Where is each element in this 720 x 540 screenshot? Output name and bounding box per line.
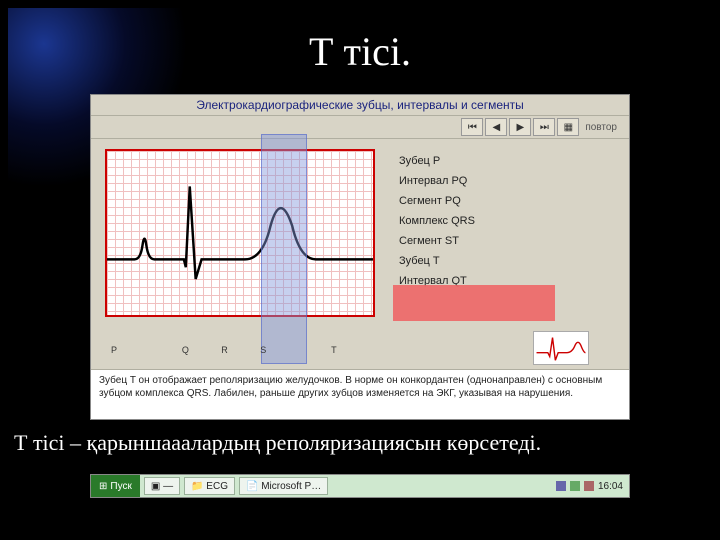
window-title: Электрокардиографические зубцы, интервал… — [91, 95, 629, 116]
grid-button[interactable]: ▦ — [557, 118, 579, 136]
start-button[interactable]: ⊞ Пуск — [91, 475, 140, 497]
xlabel: Q — [182, 345, 189, 355]
xlabel: P — [111, 345, 117, 355]
clock: 16:04 — [598, 481, 623, 492]
xlabel: T — [331, 345, 337, 355]
chart-pane: P Q R S T — [91, 139, 391, 369]
prev-button[interactable]: ◀ — [485, 118, 507, 136]
list-item[interactable]: Сегмент PQ — [397, 191, 619, 211]
list-item[interactable]: Зубец T — [397, 251, 619, 271]
toolbar-label: повтор — [581, 118, 621, 136]
first-button[interactable]: ⏮ — [461, 118, 483, 136]
description-text: Зубец T он отображает реполяризацию желу… — [91, 369, 629, 419]
taskbar-item[interactable]: 📁 ECG — [184, 477, 235, 495]
xlabel: S — [260, 345, 266, 355]
slide-title: Т тісі. — [0, 28, 720, 75]
window-toolbar: ⏮ ◀ ▶ ⏭ ▦ повтор — [91, 116, 629, 139]
app-window: Электрокардиографические зубцы, интервал… — [90, 94, 630, 420]
window-body: P Q R S T Зубец P Интервал PQ Сегмент PQ… — [91, 139, 629, 369]
ecg-waveform — [107, 151, 373, 317]
list-item[interactable]: Интервал PQ — [397, 171, 619, 191]
x-axis-labels: P Q R S T — [105, 345, 375, 355]
tray-icon — [556, 481, 566, 491]
xlabel: R — [221, 345, 228, 355]
system-tray[interactable]: 16:04 — [550, 481, 629, 492]
selection-highlight — [393, 285, 555, 321]
taskbar-item[interactable]: ▣ — — [144, 477, 180, 495]
slide-caption: Т тісі – қарыншааалардың реполяризациясы… — [14, 430, 706, 456]
taskbar-item[interactable]: 📄 Microsoft P… — [239, 477, 328, 495]
tray-icon — [584, 481, 594, 491]
mini-ecg-preview — [533, 331, 589, 365]
windows-icon: ⊞ — [99, 481, 107, 492]
last-button[interactable]: ⏭ — [533, 118, 555, 136]
legend-list: Зубец P Интервал PQ Сегмент PQ Комплекс … — [391, 139, 629, 369]
next-button[interactable]: ▶ — [509, 118, 531, 136]
list-item[interactable]: Комплекс QRS — [397, 211, 619, 231]
start-label: Пуск — [110, 481, 131, 492]
tray-icon — [570, 481, 580, 491]
ecg-chart — [105, 149, 375, 317]
list-item[interactable]: Зубец P — [397, 151, 619, 171]
list-item[interactable]: Сегмент ST — [397, 231, 619, 251]
taskbar: ⊞ Пуск ▣ — 📁 ECG 📄 Microsoft P… 16:04 — [90, 474, 630, 498]
